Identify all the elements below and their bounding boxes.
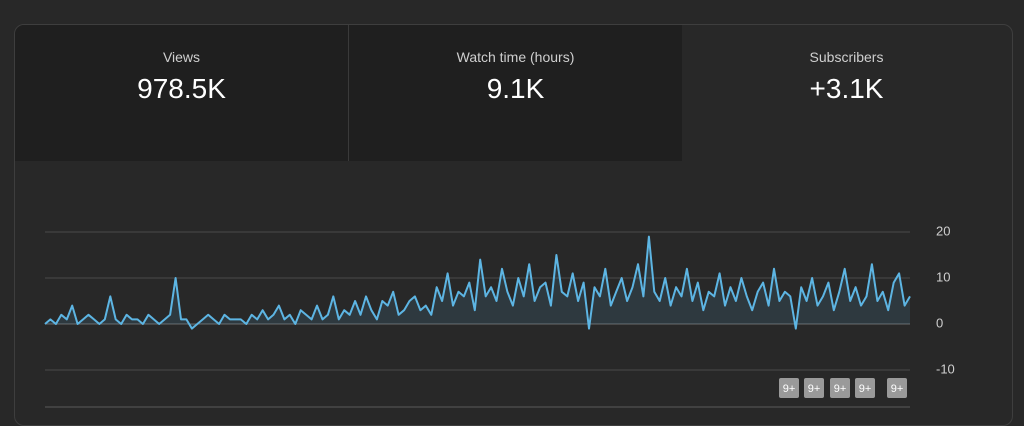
tab-label: Watch time (hours) [456,49,575,65]
analytics-card: Views 978.5K Watch time (hours) 9.1K Sub… [14,24,1013,426]
tab-value: +3.1K [809,73,884,104]
badge-label: 9+ [808,383,821,395]
annotation-badge[interactable]: 9+ [830,378,850,398]
views-tab[interactable]: Views 978.5K [15,25,348,161]
badge-label: 9+ [891,383,904,395]
subscribers-tab[interactable]: Subscribers +3.1K [681,25,1012,161]
badge-label: 9+ [783,383,796,395]
y-tick-label: 0 [936,315,943,330]
y-tick-label: 10 [936,269,950,284]
tab-value: 9.1K [486,73,545,104]
tab-label: Views [162,49,201,65]
tab-value: 978.5K [137,73,226,104]
annotation-badge[interactable]: 9+ [779,378,799,398]
badge-label: 9+ [859,383,872,395]
annotation-badge[interactable]: 9+ [887,378,907,398]
watch-time-tab[interactable]: Watch time (hours) 9.1K [348,25,682,161]
badge-label: 9+ [834,383,847,395]
line [44,235,911,330]
badge-box [855,378,875,398]
badge-box [830,378,850,398]
badge-box [804,378,824,398]
y-tick-label: -10 [936,361,955,376]
chart: -10 0 10 20 9+ 9+ 9+ 9+ 9+ [44,223,955,408]
line-area [45,236,910,329]
annotation-badge[interactable]: 9+ [804,378,824,398]
badge-box [779,378,799,398]
y-tick-label: 20 [936,223,950,238]
tab-label: Subscribers [809,49,884,65]
badge-box [887,378,907,398]
annotation-badge[interactable]: 9+ [855,378,875,398]
page: Views 978.5K Watch time (hours) 9.1K Sub… [14,24,1013,426]
